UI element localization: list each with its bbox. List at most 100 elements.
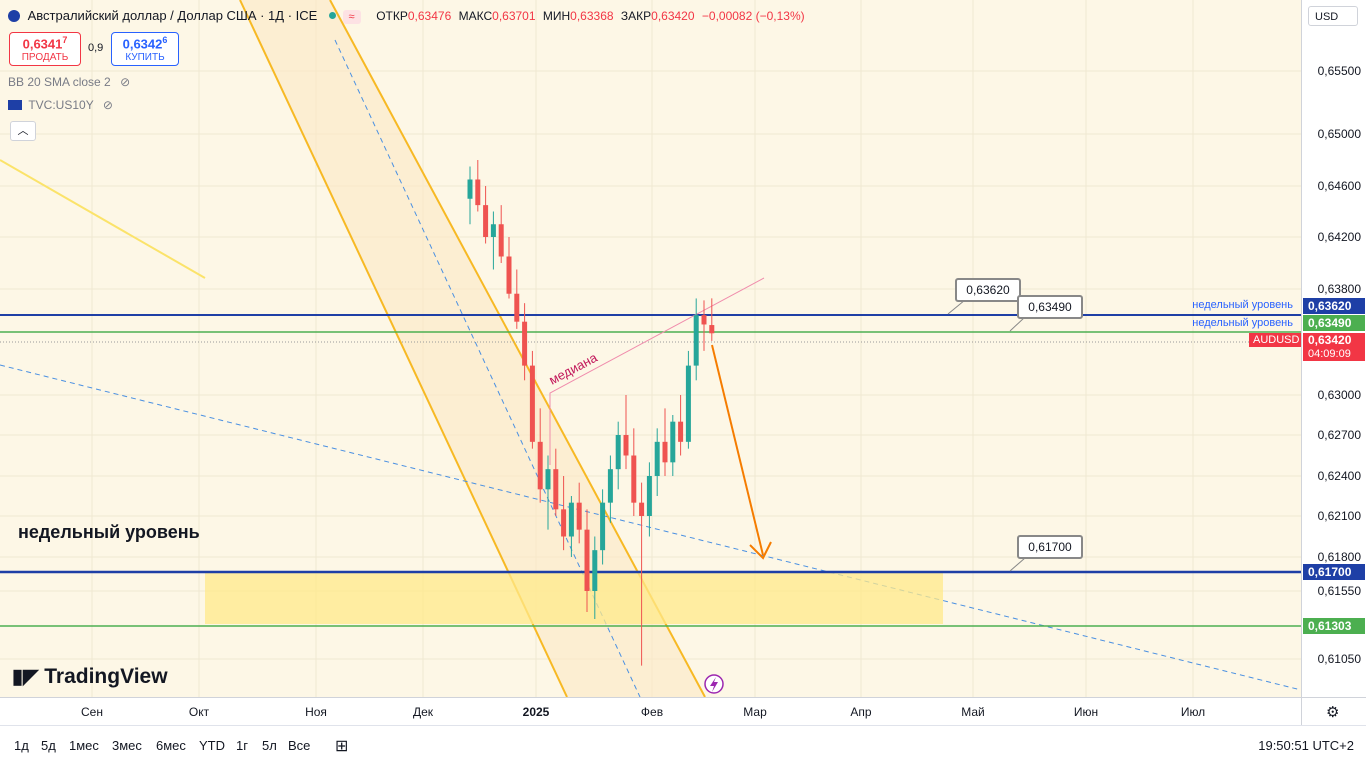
candle-body xyxy=(553,469,559,510)
candle-body xyxy=(701,315,707,325)
candle-body xyxy=(561,509,567,537)
candle-body xyxy=(709,325,715,334)
time-tick: Апр xyxy=(850,705,872,719)
wave-icon[interactable]: ≈ xyxy=(342,10,361,24)
indicator-tvc-label: TVC:US10Y xyxy=(28,98,94,112)
eye-off-icon[interactable]: ⊘ xyxy=(120,75,131,89)
sell-label: ПРОДАТЬ xyxy=(21,52,69,64)
support-zone xyxy=(205,572,943,624)
date-range-icon[interactable]: ⊞ xyxy=(335,738,349,755)
symbol-title[interactable]: Австралийский доллар / Доллар США · 1Д ·… xyxy=(27,8,318,23)
forecast-arrow-head xyxy=(749,541,772,560)
callout-63490[interactable]: 0,63490 xyxy=(1017,295,1083,319)
candle-body xyxy=(631,455,637,503)
chevron-up-icon[interactable]: ︿ xyxy=(10,121,36,141)
price-tick: 0,65500 xyxy=(1317,64,1361,78)
candle-body xyxy=(467,179,473,199)
price-badge: 0,61700 xyxy=(1303,564,1365,580)
candle-body xyxy=(685,365,691,442)
candle-body xyxy=(654,441,660,476)
sell-price: 0,6341 xyxy=(22,36,63,52)
candle-body xyxy=(670,421,676,463)
tradingview-logo[interactable]: ▮◤ TradingView xyxy=(12,664,168,689)
bottom-toolbar: 1д 5д 1мес 3мес 6мес YTD 1г 5л Все ⊞ 19:50:51 UT… xyxy=(0,725,1366,769)
callout-3-connector xyxy=(1009,557,1026,572)
range-button[interactable]: 1г xyxy=(236,738,248,753)
candle-body xyxy=(483,205,489,237)
symbol-legend[interactable]: Австралийский доллар / Доллар США · 1Д ·… xyxy=(8,8,805,24)
time-tick: Июн xyxy=(1073,705,1099,719)
currency-label: USD xyxy=(1315,11,1339,23)
callout-61700[interactable]: 0,61700 xyxy=(1017,535,1083,559)
indicator-tvc[interactable]: TVC:US10Y ⊘ xyxy=(8,98,113,112)
candle-body xyxy=(678,421,684,442)
settings-corner[interactable]: ⚙ xyxy=(1301,697,1366,726)
range-button[interactable]: YTD xyxy=(199,738,225,753)
big-level-text: недельный уровень xyxy=(18,522,200,542)
dashed-trend-line xyxy=(0,364,1301,691)
candle-body xyxy=(693,315,699,366)
candle-body xyxy=(584,529,590,591)
price-tick: 0,61050 xyxy=(1317,652,1361,666)
buy-label: КУПИТЬ xyxy=(125,52,165,64)
level-text-2: недельный уровень xyxy=(1192,317,1293,329)
price-badge: 0,63490 xyxy=(1303,315,1365,331)
price-tick: 0,62700 xyxy=(1317,428,1361,442)
candle-body xyxy=(514,293,520,322)
candle-body xyxy=(490,224,496,237)
chart-plot-area[interactable]: медиана 0,63620 0,63490 0,61700 недельны… xyxy=(0,0,1301,697)
indicator-bb[interactable]: BB 20 SMA close 2 ⊘ xyxy=(8,75,130,89)
time-axis[interactable]: Сен Окт Ноя Дек 2025 Фев Мар Апр Май Июн Июл xyxy=(0,697,1301,726)
currency-selector[interactable]: USD xyxy=(1308,6,1358,26)
low-value: 0,63368 xyxy=(570,9,614,23)
price-tick: 0,64200 xyxy=(1317,230,1361,244)
symbol-badge: AUDUSD xyxy=(1249,333,1301,347)
callout-63620[interactable]: 0,63620 xyxy=(955,278,1021,302)
indicator-bb-label: BB 20 SMA close 2 xyxy=(8,75,111,89)
candle-body xyxy=(475,179,481,206)
callout-2-connector xyxy=(1009,316,1026,332)
price-tick: 0,64600 xyxy=(1317,179,1361,193)
yellow-trend-line xyxy=(0,159,206,279)
median-label: медиана xyxy=(546,349,600,387)
tv-logo-icon: ▮◤ xyxy=(12,666,39,688)
open-value: 0,63476 xyxy=(407,9,452,23)
time-tick: Мар xyxy=(743,705,767,719)
price-tick: 0,62400 xyxy=(1317,469,1361,483)
time-tick: 2025 xyxy=(522,705,550,719)
range-button[interactable]: 1д xyxy=(14,738,29,753)
price-badge: 0,63620 xyxy=(1303,298,1365,314)
flag-icon xyxy=(8,10,20,22)
candle-body xyxy=(529,365,535,442)
price-axis[interactable]: USD 0,65500 0,65000 0,64600 0,64200 0,63800 0… xyxy=(1301,0,1366,697)
low-label: МИН xyxy=(542,9,571,23)
range-button[interactable]: 3мес xyxy=(112,738,142,753)
level-text-1: недельный уровень xyxy=(1192,299,1293,311)
countdown-value: 04:09:09 xyxy=(1308,348,1351,360)
descending-channel-fill xyxy=(240,0,705,697)
candle-body xyxy=(623,435,629,456)
chart-svg: медиана xyxy=(0,0,1301,697)
buy-price-sup: 6 xyxy=(162,35,168,45)
range-button[interactable]: 1мес xyxy=(69,738,99,753)
time-tick: Июл xyxy=(1180,705,1206,719)
gear-icon[interactable]: ⚙ xyxy=(1326,704,1340,721)
high-value: 0,63701 xyxy=(492,9,536,23)
close-value: 0,63420 xyxy=(651,9,695,23)
range-button[interactable]: 6мес xyxy=(156,738,186,753)
clock[interactable]: 19:50:51 UTC+2 xyxy=(1258,738,1354,753)
candle-body xyxy=(662,441,668,463)
candle-body xyxy=(498,224,504,257)
price-badge: 0,63420 04:09:09 xyxy=(1303,333,1365,361)
price-badge: 0,61303 xyxy=(1303,618,1365,634)
ohlc-readout: ОТКР0,63476 МАКС0,63701 МИН0,63368 ЗАКР0… xyxy=(376,9,804,23)
buy-button[interactable]: 0,63426 КУПИТЬ xyxy=(111,32,179,66)
eye-off-icon[interactable]: ⊘ xyxy=(102,98,113,112)
open-label: ОТКР xyxy=(376,9,408,23)
range-button[interactable]: 5д xyxy=(41,738,56,753)
sell-price-sup: 7 xyxy=(62,35,68,45)
flag-us-icon xyxy=(8,100,22,110)
range-button[interactable]: 5л xyxy=(262,738,277,753)
sell-button[interactable]: 0,63417 ПРОДАТЬ xyxy=(9,32,81,66)
range-button[interactable]: Все xyxy=(288,738,311,753)
